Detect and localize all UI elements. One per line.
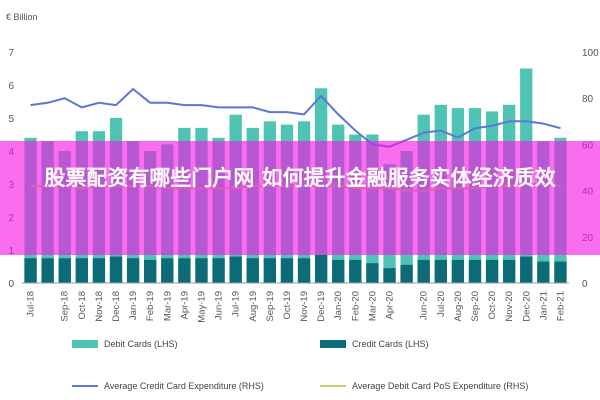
- left-axis-unit-label: € Billion: [6, 12, 38, 22]
- x-axis-tick-label: Aug-19: [248, 291, 259, 322]
- x-axis-tick-label: Nov-20: [504, 291, 515, 322]
- credit-cards-bar: [144, 259, 157, 283]
- legend-swatch-avg-credit-expenditure: [72, 385, 98, 387]
- x-axis-tick-label: Dec-20: [521, 291, 532, 322]
- right-axis-tick-label: 100: [582, 48, 599, 59]
- chart-legend: Debit Cards (LHS) Credit Cards (LHS) Ave…: [0, 330, 600, 400]
- credit-cards-bar: [451, 259, 465, 283]
- credit-cards-bar: [161, 258, 174, 283]
- x-axis-tick-label: Feb-21: [555, 291, 566, 321]
- x-axis-tick-label: Oct-20: [487, 291, 498, 320]
- x-axis-tick-label: Nov-19: [299, 291, 310, 322]
- credit-cards-bar: [212, 258, 225, 283]
- credit-cards-bar: [468, 259, 482, 283]
- x-axis-tick-label: Jan-21: [538, 291, 549, 320]
- x-axis-tick-label: Mar-19: [162, 291, 173, 321]
- x-axis-tick-label: Mar-20: [367, 291, 378, 321]
- x-axis-tick-label: Jul-20: [436, 291, 447, 317]
- x-axis-tick-label: Oct-18: [77, 291, 88, 320]
- x-axis-tick-label: Dec-19: [316, 291, 327, 322]
- x-axis-tick-label: Jan-19: [128, 291, 139, 320]
- right-axis-tick-label: 80: [582, 94, 594, 105]
- legend-label-debit-cards: Debit Cards (LHS): [104, 339, 178, 349]
- credit-cards-bar: [520, 256, 533, 283]
- legend-swatch-debit-cards: [72, 340, 98, 348]
- credit-cards-bar: [178, 258, 191, 283]
- legend-swatch-credit-cards: [320, 340, 346, 348]
- credit-cards-bar: [246, 258, 259, 283]
- left-axis-tick-label: 7: [8, 48, 14, 59]
- overlay-text: 股票配资有哪些门户网 如何提升金融服务实体经济质效: [44, 166, 556, 190]
- avg-credit-expenditure-line: [30, 88, 561, 148]
- x-axis-tick-label: Feb-19: [145, 291, 156, 321]
- credit-cards-bar: [554, 261, 567, 283]
- credit-cards-bar: [332, 259, 345, 283]
- credit-cards-bar: [366, 263, 379, 283]
- x-axis-tick-label: Jul-19: [231, 291, 242, 317]
- credit-cards-bar: [126, 258, 140, 283]
- x-axis-tick-label: Sep-20: [470, 291, 481, 322]
- credit-cards-bar: [24, 258, 37, 283]
- x-axis-tick-label: Dec-18: [111, 291, 122, 322]
- legend-label-avg-credit-expenditure: Average Credit Card Expenditure (RHS): [104, 381, 264, 391]
- legend-label-avg-debit-pos-expenditure: Average Debit Card PoS Expenditure (RHS): [352, 381, 529, 391]
- credit-cards-bar: [400, 264, 413, 283]
- credit-cards-bar: [349, 259, 362, 283]
- x-axis-tick-label: Oct-19: [282, 291, 293, 320]
- credit-cards-bar: [75, 258, 88, 283]
- x-axis-tick-label: Jan-20: [333, 291, 344, 320]
- credit-cards-bar: [314, 254, 328, 283]
- x-axis-tick-label: Sep-18: [60, 291, 71, 322]
- credit-cards-bar: [195, 258, 208, 283]
- credit-cards-bar: [229, 256, 242, 283]
- x-axis-tick-label: Sep-19: [265, 291, 276, 322]
- x-axis-tick-label: Jul-18: [26, 291, 37, 317]
- credit-cards-bar: [434, 259, 447, 283]
- left-axis-tick-label: 0: [8, 279, 14, 290]
- legend-swatch-avg-debit-pos-expenditure: [320, 385, 346, 387]
- x-axis-tick-label: Jun-20: [419, 291, 430, 320]
- left-axis-tick-label: 6: [8, 81, 14, 92]
- credit-cards-bar: [537, 261, 550, 283]
- credit-cards-bar: [41, 258, 54, 283]
- credit-cards-bar: [503, 259, 516, 283]
- right-axis-tick-label: 0: [582, 279, 588, 290]
- credit-cards-bar: [485, 259, 499, 283]
- left-axis-tick-label: 5: [8, 114, 14, 125]
- credit-cards-bar: [280, 258, 294, 283]
- credit-cards-bar: [58, 258, 71, 283]
- credit-cards-bar: [263, 258, 277, 283]
- credit-cards-bar: [417, 259, 430, 283]
- credit-cards-bar: [297, 258, 311, 283]
- x-axis-tick-label: Aug-20: [453, 291, 464, 322]
- overlay-banner: [0, 141, 600, 255]
- credit-cards-bar: [383, 268, 396, 283]
- x-axis-tick-label: Feb-20: [350, 291, 361, 321]
- x-axis-tick-label: Apr-20: [385, 291, 396, 320]
- x-axis-tick-label: Jun-19: [214, 291, 225, 320]
- credit-cards-bar: [109, 256, 123, 283]
- x-axis-tick-label: May-19: [196, 291, 207, 323]
- legend-label-credit-cards: Credit Cards (LHS): [352, 339, 429, 349]
- x-axis-tick-label: Apr-19: [179, 291, 190, 320]
- x-axis-tick-label: Nov-18: [94, 291, 105, 322]
- credit-cards-bar: [92, 258, 106, 283]
